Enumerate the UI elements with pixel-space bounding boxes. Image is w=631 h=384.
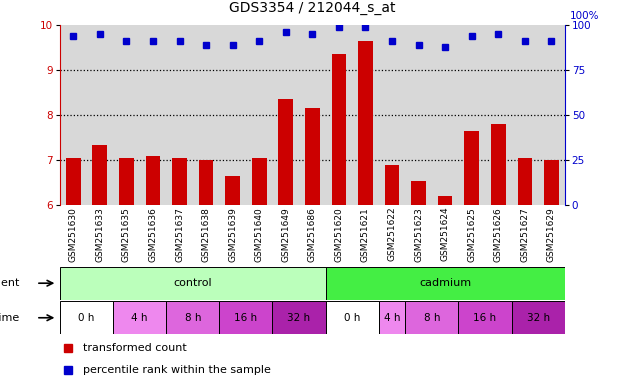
Text: 4 h: 4 h [131, 313, 148, 323]
Bar [93, 144, 107, 384]
Text: 16 h: 16 h [234, 313, 257, 323]
Bar [146, 156, 160, 384]
Bar [459, 301, 512, 334]
Bar [358, 41, 373, 384]
Bar [172, 158, 187, 384]
Bar [119, 158, 134, 384]
Bar [411, 180, 426, 384]
Text: cadmium: cadmium [419, 278, 471, 288]
Bar [385, 165, 399, 384]
Text: percentile rank within the sample: percentile rank within the sample [83, 366, 271, 376]
Bar [252, 158, 266, 384]
Text: 100%: 100% [570, 12, 599, 22]
Bar [220, 301, 273, 334]
Bar [273, 301, 326, 334]
Text: GDS3354 / 212044_s_at: GDS3354 / 212044_s_at [229, 2, 396, 15]
Bar [60, 267, 326, 300]
Text: time: time [0, 313, 20, 323]
Text: transformed count: transformed count [83, 343, 186, 353]
Text: 4 h: 4 h [384, 313, 400, 323]
Bar [512, 301, 565, 334]
Bar [66, 158, 81, 384]
Text: 32 h: 32 h [527, 313, 550, 323]
Bar [464, 131, 479, 384]
Bar [326, 301, 379, 334]
Bar [278, 99, 293, 384]
Bar [60, 301, 113, 334]
Bar [544, 161, 559, 384]
Bar [113, 301, 166, 334]
Text: 0 h: 0 h [344, 313, 360, 323]
Bar [517, 158, 532, 384]
Text: control: control [174, 278, 212, 288]
Bar [405, 301, 459, 334]
Bar [379, 301, 405, 334]
Text: agent: agent [0, 278, 20, 288]
Bar [326, 267, 565, 300]
Bar [225, 176, 240, 384]
Bar [199, 161, 213, 384]
Bar [305, 108, 320, 384]
Bar [332, 54, 346, 384]
Text: 8 h: 8 h [423, 313, 440, 323]
Bar [438, 196, 452, 384]
Bar [491, 124, 505, 384]
Text: 16 h: 16 h [473, 313, 497, 323]
Text: 0 h: 0 h [78, 313, 95, 323]
Bar [166, 301, 220, 334]
Text: 8 h: 8 h [184, 313, 201, 323]
Text: 32 h: 32 h [288, 313, 310, 323]
